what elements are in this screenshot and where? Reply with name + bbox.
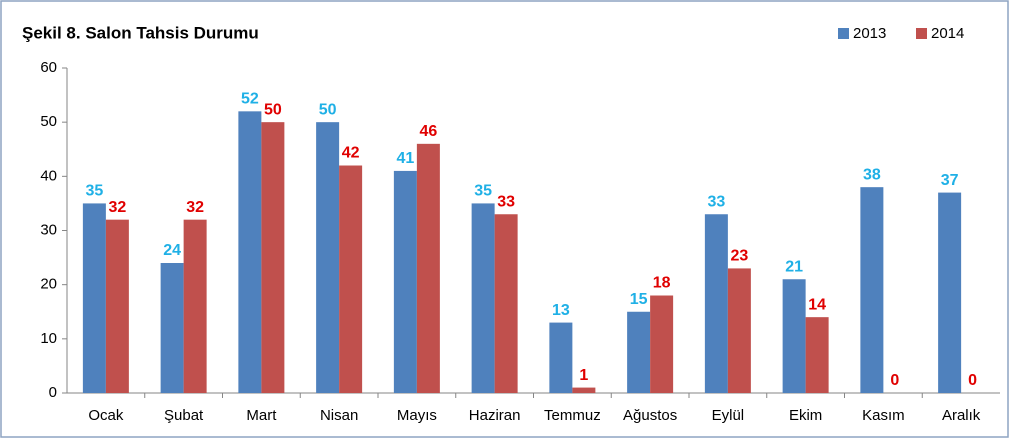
bar (339, 165, 363, 393)
value-label: 35 (474, 183, 492, 200)
value-label: 0 (890, 372, 899, 389)
bar (316, 122, 340, 394)
value-label: 33 (707, 193, 725, 210)
bar (238, 111, 262, 393)
value-label: 18 (653, 275, 671, 292)
value-label: 38 (863, 166, 881, 183)
value-label: 50 (319, 101, 337, 118)
x-tick-label: Eylül (712, 407, 745, 424)
x-tick-label: Mayıs (397, 407, 437, 424)
bar (82, 203, 106, 393)
bar (704, 214, 728, 393)
bar (471, 203, 495, 393)
value-label: 35 (85, 183, 103, 200)
value-label: 13 (552, 302, 570, 319)
value-label: 52 (241, 91, 259, 108)
x-tick-label: Ocak (88, 407, 124, 424)
bar (494, 214, 518, 393)
bar (805, 317, 829, 393)
value-label: 1 (579, 367, 588, 384)
value-label: 23 (730, 248, 748, 265)
bar (105, 219, 129, 393)
x-tick-label: Temmuz (544, 407, 601, 424)
bar (650, 295, 674, 393)
bar (860, 187, 884, 393)
value-label: 33 (497, 193, 515, 210)
bar (572, 387, 596, 393)
value-label: 41 (396, 150, 414, 167)
value-label: 24 (163, 242, 181, 259)
y-tick-label: 30 (40, 221, 57, 238)
y-tick-label: 60 (40, 59, 57, 76)
y-tick-label: 40 (40, 167, 57, 184)
bar (261, 122, 285, 394)
bar (549, 322, 573, 393)
x-tick-label: Haziran (469, 407, 521, 424)
y-tick-label: 0 (49, 384, 57, 401)
value-label: 46 (419, 123, 437, 140)
x-tick-label: Ağustos (623, 407, 677, 424)
y-tick-label: 20 (40, 276, 57, 293)
bar (393, 170, 417, 393)
legend-label: 2013 (853, 25, 886, 42)
value-label: 37 (941, 172, 959, 189)
y-tick-label: 50 (40, 113, 57, 130)
legend-label: 2014 (931, 25, 964, 42)
legend-swatch (838, 28, 849, 39)
bar (938, 192, 962, 393)
value-label: 32 (186, 199, 204, 216)
bar (727, 268, 751, 393)
value-label: 32 (108, 199, 126, 216)
value-label: 15 (630, 291, 648, 308)
x-tick-label: Aralık (942, 407, 981, 424)
value-label: 50 (264, 101, 282, 118)
bar (416, 143, 440, 393)
x-tick-label: Ekim (789, 407, 822, 424)
bar (160, 263, 184, 393)
bar (183, 219, 207, 393)
bar (782, 279, 806, 393)
value-label: 21 (785, 258, 803, 275)
y-tick-label: 10 (40, 330, 57, 347)
x-tick-label: Şubat (164, 407, 204, 424)
x-tick-label: Kasım (862, 407, 905, 424)
x-tick-label: Mart (246, 407, 277, 424)
value-label: 42 (342, 145, 360, 162)
x-tick-label: Nisan (320, 407, 358, 424)
chart-title: Şekil 8. Salon Tahsis Durumu (22, 23, 259, 42)
value-label: 14 (808, 296, 826, 313)
legend-swatch (916, 28, 927, 39)
value-label: 0 (968, 372, 977, 389)
bar (627, 311, 651, 393)
